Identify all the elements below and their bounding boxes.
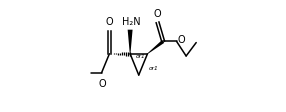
- Polygon shape: [128, 30, 133, 54]
- Text: or1: or1: [136, 54, 146, 59]
- Polygon shape: [147, 40, 164, 54]
- Text: O: O: [177, 35, 185, 45]
- Text: H₂N: H₂N: [122, 17, 140, 27]
- Text: or1: or1: [149, 66, 159, 71]
- Text: O: O: [106, 17, 113, 27]
- Text: O: O: [98, 79, 106, 89]
- Text: O: O: [153, 9, 161, 19]
